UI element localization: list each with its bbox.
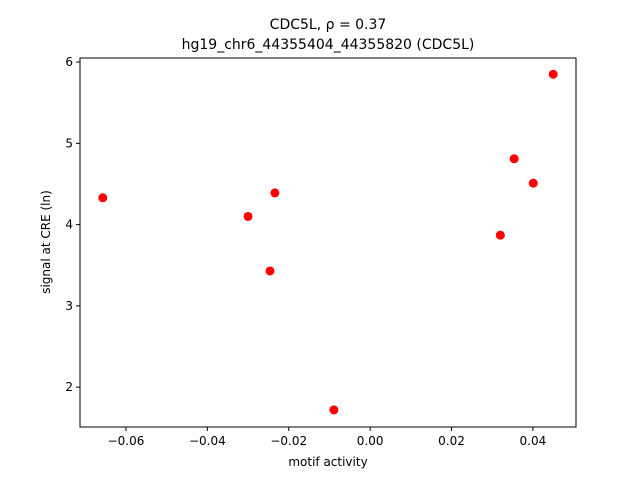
y-tick-label: 3 xyxy=(65,299,73,313)
point xyxy=(548,69,558,79)
chart-subtitle: hg19_chr6_44355404_44355820 (CDC5L) xyxy=(182,37,475,53)
point xyxy=(495,230,505,240)
y-tick-label: 2 xyxy=(65,380,73,394)
x-tick-label: −0.02 xyxy=(270,434,307,448)
point xyxy=(243,211,253,221)
x-tick-label: 0.04 xyxy=(520,434,547,448)
plot-frame xyxy=(79,57,577,428)
y-tick-label: 5 xyxy=(65,136,73,150)
chart-title: CDC5L, ρ = 0.37 xyxy=(270,17,387,33)
point xyxy=(509,154,519,164)
x-tick-label: −0.04 xyxy=(189,434,226,448)
point xyxy=(329,405,339,415)
x-axis-label: motif activity xyxy=(288,455,367,469)
y-axis-label: signal at CRE (ln) xyxy=(39,190,53,294)
y-tick-label: 6 xyxy=(65,55,73,69)
point xyxy=(528,178,538,188)
x-tick-label: −0.06 xyxy=(108,434,145,448)
point xyxy=(265,266,275,276)
point xyxy=(270,188,280,198)
x-tick-label: 0.00 xyxy=(357,434,384,448)
point xyxy=(98,193,108,203)
x-tick-label: 0.02 xyxy=(438,434,465,448)
y-tick-label: 4 xyxy=(65,218,73,232)
